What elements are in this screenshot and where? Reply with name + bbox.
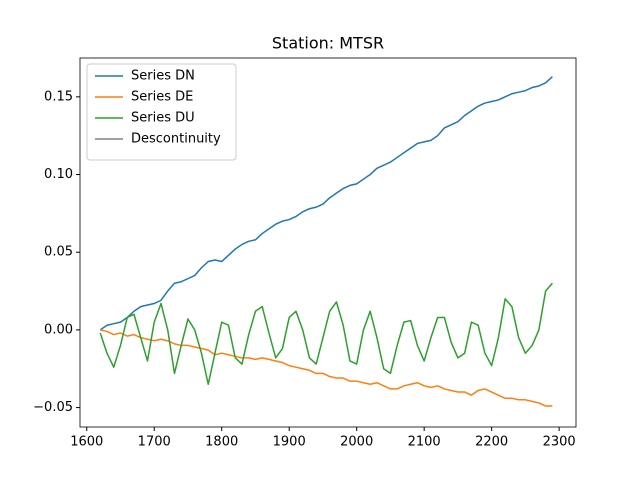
y-tick-label: 0.15 bbox=[44, 89, 73, 104]
series-line bbox=[99, 76, 553, 331]
series-line bbox=[99, 282, 553, 386]
x-tick-label: 2200 bbox=[475, 435, 508, 450]
y-tick-label: 0.00 bbox=[44, 322, 73, 337]
series-line bbox=[100, 329, 553, 407]
y-tick-label: 0.10 bbox=[44, 167, 73, 182]
legend-label: Descontinuity bbox=[131, 132, 221, 147]
legend-label: Series DE bbox=[131, 90, 193, 105]
x-tick-label: 1900 bbox=[273, 435, 306, 450]
y-tick-label: −0.05 bbox=[33, 400, 73, 415]
x-tick-label: 1800 bbox=[205, 435, 238, 450]
legend-box bbox=[86, 63, 237, 161]
legend-label: Series DU bbox=[131, 111, 195, 126]
x-tick-label: 1700 bbox=[138, 435, 171, 450]
x-tick-label: 2300 bbox=[543, 435, 576, 450]
plot-frame bbox=[79, 57, 577, 428]
x-tick-label: 1600 bbox=[70, 435, 103, 450]
x-tick-label: 2100 bbox=[408, 435, 441, 450]
y-tick-label: 0.05 bbox=[44, 245, 73, 260]
legend-label: Series DN bbox=[131, 69, 195, 84]
chart-title: Station: MTSR bbox=[272, 34, 384, 53]
x-tick-label: 2000 bbox=[340, 435, 373, 450]
